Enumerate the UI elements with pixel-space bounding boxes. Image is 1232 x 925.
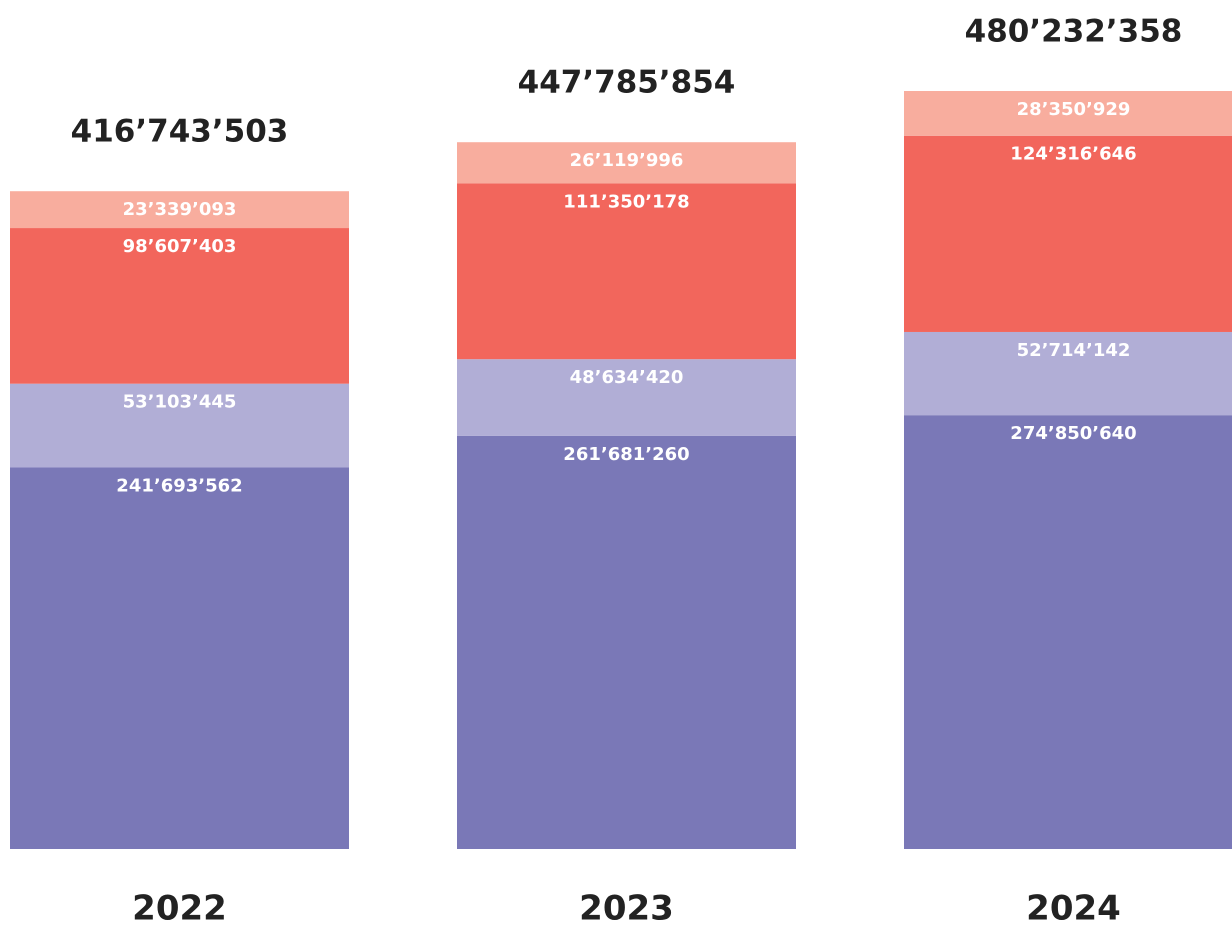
segment-label: 23’339’093 xyxy=(123,199,237,220)
segment-label: 53’103’445 xyxy=(123,392,237,413)
segment-label: 274’850’640 xyxy=(1010,423,1136,444)
segment-label: 261’681’260 xyxy=(563,444,689,465)
bar-segment xyxy=(10,191,349,229)
bar-segment xyxy=(10,467,349,849)
bar-segment xyxy=(904,135,1232,332)
bar-segment xyxy=(904,415,1232,849)
bar-segment xyxy=(457,359,796,436)
segment-label: 52’714’142 xyxy=(1017,340,1131,361)
x-tick-label: 2024 xyxy=(1026,889,1121,925)
bar-segment xyxy=(10,383,349,468)
segment-label: 124’316’646 xyxy=(1010,144,1136,165)
segment-label: 241’693’562 xyxy=(116,476,242,497)
segment-label: 28’350’929 xyxy=(1017,99,1131,120)
bar-segment xyxy=(457,435,796,849)
total-label: 416’743’503 xyxy=(71,114,289,150)
x-tick-label: 2023 xyxy=(579,889,674,925)
segment-label: 98’607’403 xyxy=(123,236,237,257)
bar-segment xyxy=(904,331,1232,416)
segment-label: 26’119’996 xyxy=(570,150,684,171)
total-label: 447’785’854 xyxy=(518,65,736,101)
segment-label: 48’634’420 xyxy=(570,367,684,388)
bar-segment xyxy=(904,91,1232,136)
total-label: 480’232’358 xyxy=(965,14,1183,50)
segment-label: 111’350’178 xyxy=(563,191,689,212)
x-tick-label: 2022 xyxy=(132,889,227,925)
bar-segment xyxy=(457,142,796,184)
bar-segment xyxy=(457,183,796,360)
bar-segment xyxy=(10,228,349,384)
